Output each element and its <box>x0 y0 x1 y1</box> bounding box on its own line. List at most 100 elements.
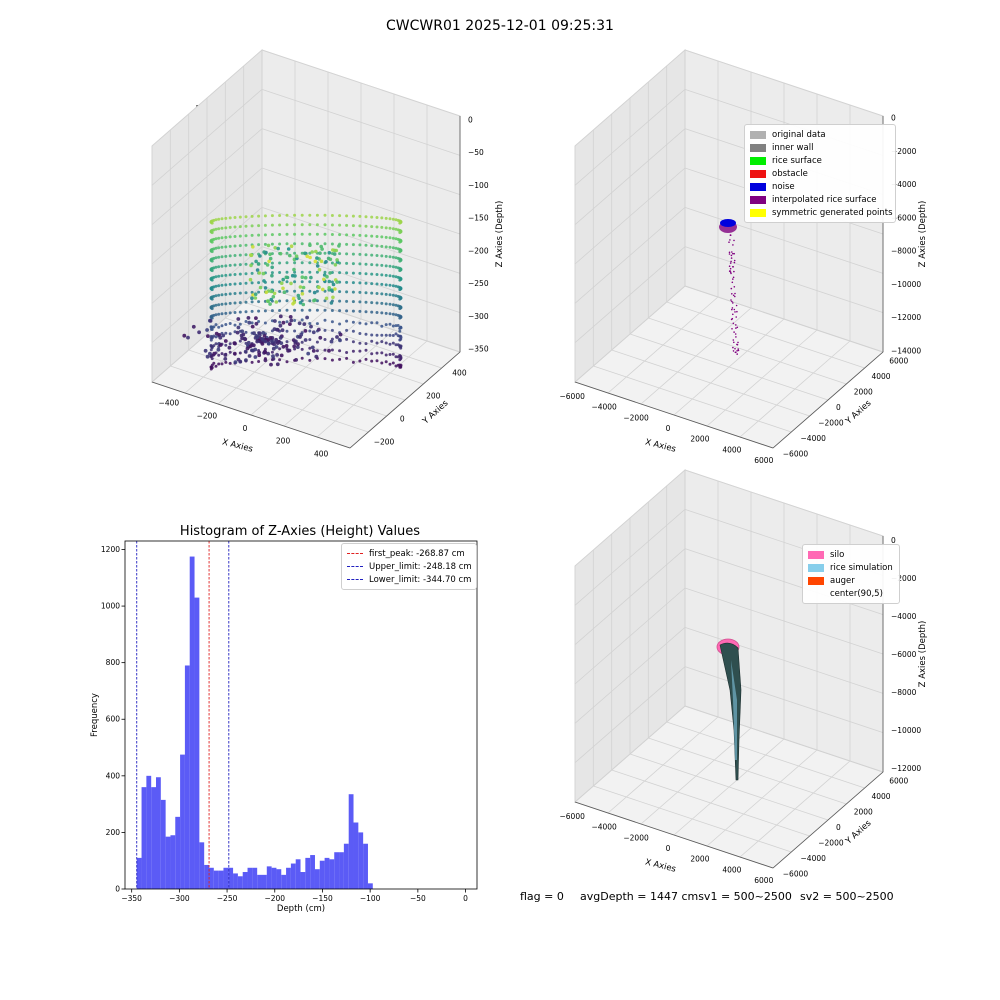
data-point <box>315 256 319 260</box>
x-tick-label: −300 <box>169 894 190 903</box>
data-point <box>240 329 245 334</box>
data-point <box>731 281 734 284</box>
data-point <box>256 262 261 266</box>
data-point <box>228 301 232 305</box>
data-point <box>197 330 202 335</box>
histogram-bar <box>151 787 157 889</box>
y-axis-line <box>349 351 461 449</box>
data-point <box>293 270 297 274</box>
data-point <box>228 350 232 354</box>
data-point <box>220 226 224 230</box>
data-point <box>255 339 260 344</box>
data-point <box>281 320 286 325</box>
data-point <box>351 360 355 364</box>
data-point <box>303 275 308 280</box>
z-tick-label: 0 <box>891 114 896 123</box>
swatch-silo <box>808 550 824 559</box>
data-point <box>301 285 306 290</box>
data-point <box>330 328 334 332</box>
data-point <box>332 252 337 256</box>
data-point <box>216 347 221 352</box>
data-point <box>209 338 213 342</box>
panel2-legend: original data inner wall rice surface ob… <box>744 124 896 223</box>
point-cloud <box>182 213 403 371</box>
x-tick-label: 0 <box>463 894 468 903</box>
data-point <box>298 285 303 289</box>
data-point <box>345 356 349 360</box>
data-point <box>263 286 268 290</box>
data-point <box>308 261 312 265</box>
data-point <box>728 241 730 243</box>
data-point <box>375 351 379 355</box>
data-point <box>262 250 267 254</box>
data-point <box>269 297 274 302</box>
data-point <box>323 308 327 312</box>
data-point <box>293 289 297 293</box>
data-point <box>217 255 221 259</box>
data-point <box>329 339 334 344</box>
y-tick-label: 1000 <box>101 602 120 611</box>
legend-item-noise: noise <box>750 180 890 193</box>
data-point <box>244 243 248 247</box>
data-point <box>284 275 289 280</box>
data-point <box>250 281 254 285</box>
data-point <box>223 339 228 343</box>
data-point <box>305 315 309 320</box>
data-point <box>333 287 337 291</box>
data-point <box>300 270 304 274</box>
data-point <box>300 318 304 322</box>
data-point <box>364 342 368 346</box>
legend-label: center(90,5) <box>830 588 883 599</box>
data-point <box>398 365 402 369</box>
data-point <box>292 344 297 349</box>
data-point <box>338 332 343 337</box>
data-point <box>732 278 734 280</box>
data-point <box>732 252 734 255</box>
data-point <box>308 299 312 303</box>
data-point <box>250 233 254 237</box>
data-point <box>394 355 398 359</box>
data-point <box>380 273 384 277</box>
data-point <box>285 213 289 217</box>
data-point <box>288 322 292 326</box>
data-point <box>399 325 403 329</box>
data-point <box>262 334 267 338</box>
data-point <box>271 346 276 351</box>
data-point <box>337 244 341 248</box>
data-point <box>736 353 738 355</box>
data-point <box>388 236 392 240</box>
x-axis-line <box>574 381 774 449</box>
data-point <box>351 252 355 256</box>
data-point <box>358 281 362 285</box>
data-point <box>732 339 735 341</box>
data-point <box>308 358 312 362</box>
x-axis-line <box>574 801 774 869</box>
data-point <box>335 258 339 262</box>
data-point <box>228 282 232 286</box>
histogram-bar <box>136 857 142 889</box>
data-point <box>734 333 737 335</box>
histogram-bar <box>204 864 209 889</box>
histogram-bar <box>314 869 320 889</box>
y-tick-label: 0 <box>400 414 405 423</box>
data-point <box>308 223 312 227</box>
data-point <box>278 242 282 246</box>
data-point <box>285 223 289 227</box>
data-point <box>315 213 319 217</box>
data-point <box>733 270 735 273</box>
data-point <box>285 340 289 344</box>
data-point <box>388 217 392 221</box>
data-point <box>733 239 735 242</box>
data-point <box>370 339 374 343</box>
data-point <box>285 289 289 293</box>
data-point <box>338 357 342 361</box>
data-point <box>331 295 335 300</box>
data-point <box>338 299 342 303</box>
data-point <box>263 214 267 218</box>
data-point <box>315 280 319 284</box>
data-point <box>228 322 232 325</box>
data-point <box>236 317 241 321</box>
data-point <box>228 263 232 267</box>
data-point <box>384 273 388 277</box>
data-point <box>364 332 368 336</box>
